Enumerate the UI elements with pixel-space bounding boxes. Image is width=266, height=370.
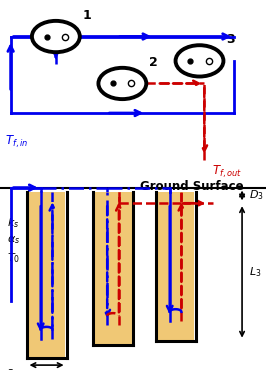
- Circle shape: [98, 68, 146, 99]
- Bar: [94, 192, 132, 344]
- Text: $T_{f,out}$: $T_{f,out}$: [212, 164, 242, 180]
- Text: Ground Surface: Ground Surface: [140, 180, 243, 193]
- Text: $L_3$: $L_3$: [249, 265, 261, 279]
- Circle shape: [32, 21, 80, 52]
- Circle shape: [176, 45, 223, 77]
- Text: $k_s$: $k_s$: [7, 216, 19, 230]
- Text: 3: 3: [226, 33, 235, 47]
- Bar: [28, 192, 65, 358]
- Text: $D_3$: $D_3$: [249, 189, 264, 202]
- Text: $2r_b$: $2r_b$: [7, 367, 24, 370]
- Bar: [157, 192, 194, 340]
- Text: 1: 1: [82, 9, 91, 22]
- Text: 2: 2: [149, 56, 158, 69]
- Text: $T_{f,in}$: $T_{f,in}$: [5, 134, 28, 150]
- Text: $\alpha_s$: $\alpha_s$: [7, 235, 20, 246]
- Text: $T_0$: $T_0$: [7, 251, 20, 265]
